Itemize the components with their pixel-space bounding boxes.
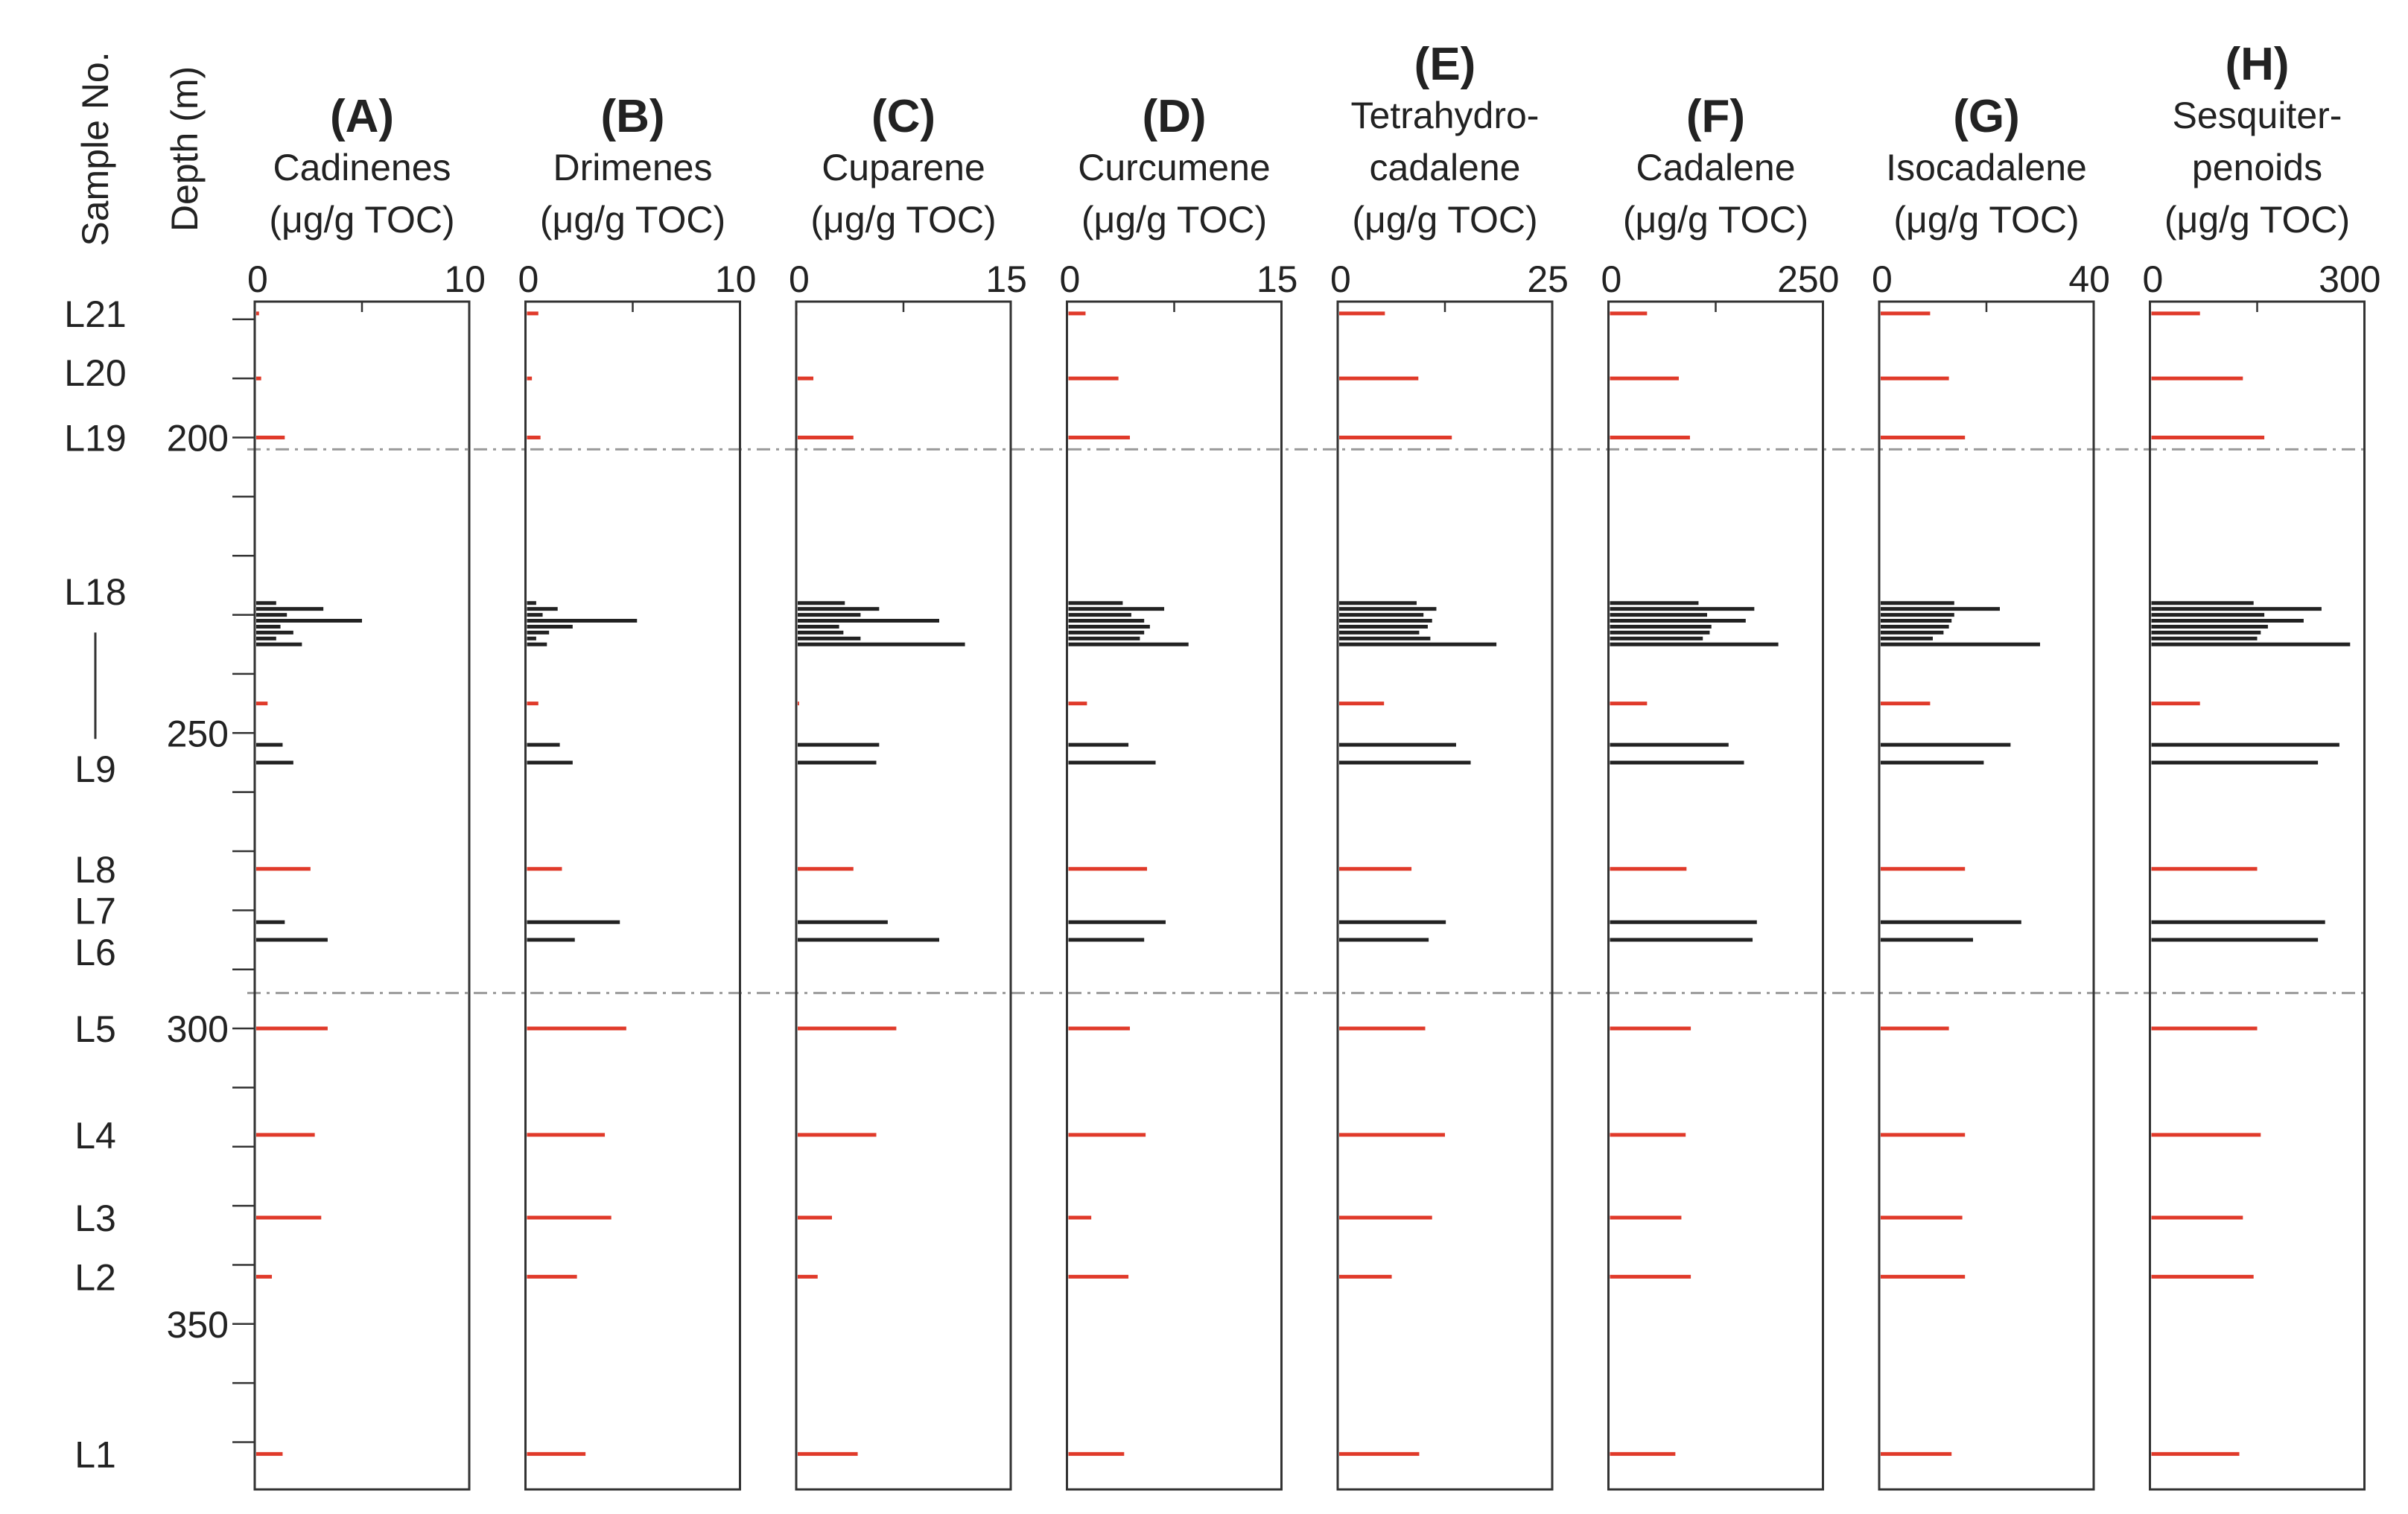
panel-c-xtick-label-15: 15	[985, 258, 1027, 300]
panel-g-name-line-1: Isocadalene	[1886, 147, 2087, 188]
panel-h-frame	[2149, 300, 2366, 1491]
sample-number-axis-title: Sample No.	[74, 51, 116, 246]
panel-e-name-line-3: (μg/g TOC)	[1352, 199, 1537, 241]
panel-a-frame	[253, 300, 471, 1491]
panel-a: (A) Cadinenes (μg/g TOC)0 10	[247, 91, 486, 1491]
sample-label-l2: L2	[74, 1256, 116, 1298]
panel-d-label: (D)	[1142, 91, 1206, 142]
panel-g-xtick-label-40: 40	[2068, 258, 2110, 300]
panel-g: (G) Isocadalene (μg/g TOC)0 40	[1872, 91, 2110, 1491]
sample-label-l3: L3	[74, 1197, 116, 1239]
panel-a-xtick-label-0: 0	[247, 258, 268, 300]
axis-titles: Sample No. Depth (m)	[74, 51, 206, 246]
panel-b-frame	[524, 300, 741, 1491]
panel-d-xtick-label-0: 0	[1060, 258, 1081, 300]
sample-label-l19: L19	[64, 418, 126, 459]
panel-c-label: (C)	[871, 91, 935, 142]
panel-c-frame	[795, 300, 1012, 1491]
panel-h-label: (H)	[2225, 39, 2289, 90]
panel-d-name-line-1: Curcumene	[1078, 147, 1270, 188]
sample-label-l1: L1	[74, 1434, 116, 1475]
panel-e-label: (E)	[1414, 39, 1476, 90]
depth-label-200: 200	[167, 418, 229, 459]
panel-b: (B) Drimenes (μg/g TOC)0 10	[518, 91, 757, 1491]
panel-a-name-line-2: (μg/g TOC)	[269, 199, 454, 241]
panel-e: (E) Tetrahydro-cadalene (μg/g TOC)0 25	[1330, 39, 1569, 1491]
panels: (A)Cadinenes(μg/g TOC)0 10(B)Drimenes(μg/…	[247, 39, 2381, 1491]
sample-label-l7: L7	[74, 890, 116, 932]
panel-e-name-line-1: Tetrahydro-	[1351, 95, 1540, 136]
panel-f-xtick-label-250: 250	[1777, 258, 1839, 300]
panel-h-name-line-3: (μg/g TOC)	[2164, 199, 2350, 241]
panel-g-frame	[1878, 300, 2095, 1491]
panel-h-name-line-1: Sesquiter-	[2173, 95, 2342, 136]
depth-label-300: 300	[167, 1008, 229, 1050]
panel-g-label: (G)	[1953, 91, 2020, 142]
panel-f-name-line-2: (μg/g TOC)	[1623, 199, 1808, 241]
panel-d-name-line-2: (μg/g TOC)	[1081, 199, 1267, 241]
depth-axis-title: Depth (m)	[164, 66, 206, 232]
panel-f-name-line-1: Cadalene	[1636, 147, 1795, 188]
panel-b-name-line-1: Drimenes	[553, 147, 713, 188]
sample-label-l21: L21	[64, 293, 126, 335]
panel-e-name-line-2: cadalene	[1370, 147, 1521, 188]
panel-e-xtick-label-0: 0	[1330, 258, 1351, 300]
panel-h: (H) Sesquiter-penoids (μg/g TOC)0 300	[2143, 39, 2381, 1491]
panel-c: (C) Cuparene (μg/g TOC)0 15	[789, 91, 1027, 1491]
panel-b-xtick-label-10: 10	[715, 258, 757, 300]
depth-axis: 200 250 300 350	[167, 318, 255, 1443]
panel-c-name-line-2: (μg/g TOC)	[810, 199, 996, 241]
panel-g-name-line-2: (μg/g TOC)	[1893, 199, 2079, 241]
panel-f-label: (F)	[1686, 91, 1745, 142]
panel-d-xtick-label-15: 15	[1257, 258, 1298, 300]
panel-h-xtick-label-300: 300	[2319, 258, 2380, 300]
panel-e-xtick-label-25: 25	[1527, 258, 1569, 300]
panel-b-label: (B)	[600, 91, 664, 142]
sample-label-l5: L5	[74, 1008, 116, 1050]
panel-c-name-line-1: Cuparene	[822, 147, 985, 188]
sample-label-l9: L9	[74, 748, 116, 790]
panel-f: (F) Cadalene (μg/g TOC)0 250	[1601, 91, 1840, 1491]
panel-a-name-line-1: Cadinenes	[273, 147, 451, 188]
panel-a-label: (A)	[330, 91, 394, 142]
panel-h-name-line-2: penoids	[2192, 147, 2322, 188]
sample-label-l8: L8	[74, 849, 116, 891]
sample-label-l6: L6	[74, 932, 116, 973]
panel-b-xtick-label-0: 0	[518, 258, 539, 300]
panel-d: (D) Curcumene (μg/g TOC)0 15	[1060, 91, 1298, 1491]
depth-label-350: 350	[167, 1304, 229, 1346]
panel-d-frame	[1066, 300, 1283, 1491]
sample-label-l20: L20	[64, 352, 126, 394]
reference-lines	[247, 448, 2369, 994]
panel-a-xtick-label-10: 10	[444, 258, 486, 300]
sample-label-l4: L4	[74, 1115, 116, 1157]
depth-label-250: 250	[167, 713, 229, 754]
panel-f-xtick-label-0: 0	[1601, 258, 1622, 300]
panel-b-name-line-2: (μg/g TOC)	[540, 199, 725, 241]
panel-h-xtick-label-0: 0	[2143, 258, 2164, 300]
panel-f-frame	[1607, 300, 1824, 1491]
panel-e-frame	[1336, 300, 1554, 1491]
panel-g-xtick-label-0: 0	[1872, 258, 1893, 300]
panel-c-xtick-label-0: 0	[789, 258, 810, 300]
sample-label-l18: L18	[64, 571, 126, 613]
